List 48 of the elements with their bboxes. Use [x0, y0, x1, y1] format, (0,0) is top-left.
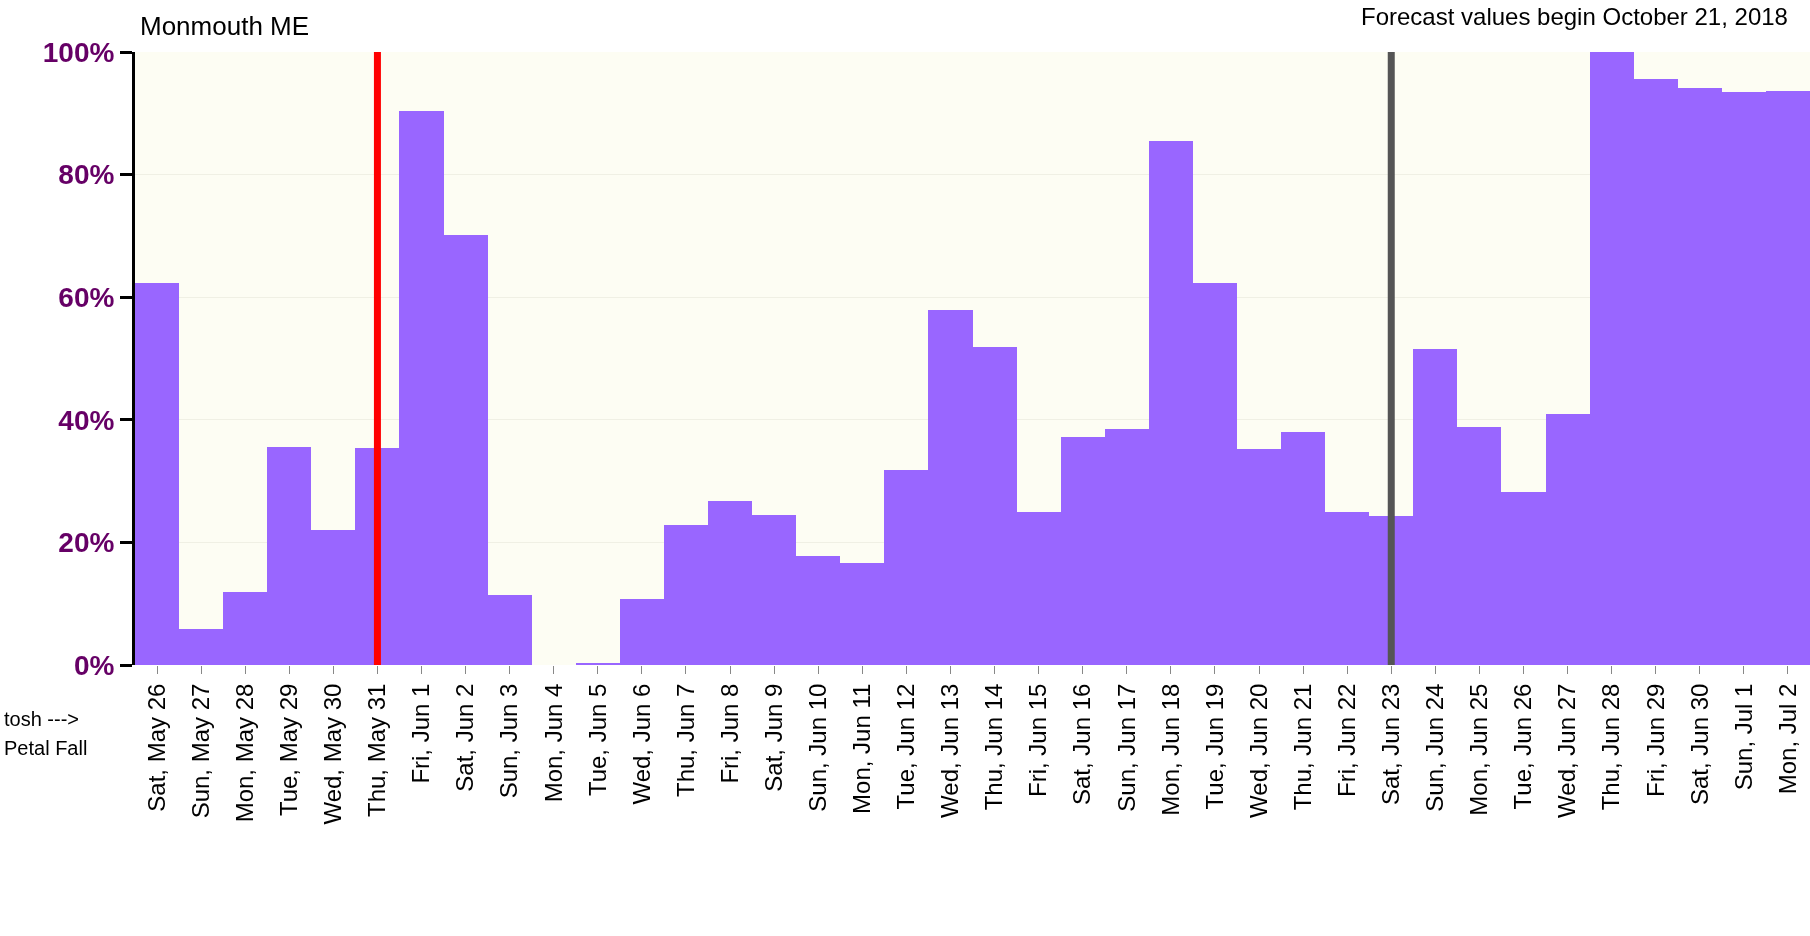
x-tick-label: Fri, Jun 15 — [1024, 683, 1052, 797]
x-tick-label: Thu, Jun 28 — [1597, 683, 1625, 811]
x-tick-label: Thu, Jun 14 — [980, 683, 1008, 811]
x-tick-label: Thu, May 31 — [363, 683, 391, 818]
x-tick-label: Wed, Jun 6 — [627, 683, 655, 805]
x-tick-label: Sat, Jun 30 — [1685, 683, 1713, 806]
y-tick-label: 20% — [58, 527, 115, 559]
y-tick-label: 80% — [58, 159, 115, 191]
text: Petal Fall — [4, 737, 88, 759]
chart-title: Monmouth ME — [140, 11, 310, 42]
x-tick-label: Wed, Jun 20 — [1244, 683, 1272, 818]
x-tick-label: Sat, Jun 16 — [1068, 683, 1096, 806]
x-tick-label: Wed, May 30 — [319, 683, 347, 825]
x-tick-label: Sun, Jun 3 — [495, 683, 523, 799]
x-tick-label: Tue, May 29 — [275, 683, 303, 817]
x-tick-label: Sun, May 27 — [186, 683, 214, 819]
x-tick-label: Sat, Jun 23 — [1377, 683, 1405, 806]
x-tick-label: Tue, Jun 26 — [1509, 683, 1537, 810]
x-tick-label: Thu, Jun 21 — [1288, 683, 1316, 811]
x-tick-label: Fri, Jun 1 — [407, 683, 435, 784]
x-tick-label: Sat, Jun 9 — [759, 683, 787, 792]
x-tick-label: Mon, Jul 2 — [1773, 683, 1801, 795]
x-tick-label: Thu, Jun 7 — [671, 683, 699, 798]
x-tick-label: Sat, May 26 — [142, 683, 170, 812]
y-tick-label: 60% — [58, 282, 115, 313]
x-tick-label: Tue, Jun 5 — [583, 683, 611, 797]
text: tosh ---> — [4, 708, 80, 730]
x-tick-label: Mon, Jun 11 — [848, 683, 876, 814]
y-tick-label: 100% — [42, 36, 115, 68]
x-tick-label: Wed, Jun 13 — [936, 683, 964, 818]
x-tick-label: Fri, Jun 22 — [1332, 683, 1360, 797]
x-tick-label: Fri, Jun 29 — [1641, 683, 1669, 797]
x-tick-label: Mon, Jun 4 — [539, 683, 567, 803]
y-tick-label: 40% — [58, 404, 115, 436]
x-tick-label: Sun, Jun 17 — [1112, 683, 1140, 812]
x-tick-label: Sun, Jun 24 — [1421, 683, 1449, 812]
x-tick-label: Mon, Jun 18 — [1156, 683, 1184, 816]
x-tick-label: Sun, Jul 1 — [1729, 683, 1757, 791]
y-tick-label: 0% — [73, 649, 115, 681]
x-tick-label: Mon, Jun 25 — [1465, 683, 1493, 816]
x-tick-label: Fri, Jun 8 — [715, 683, 743, 784]
x-tick-label: Tue, Jun 19 — [1200, 683, 1228, 810]
text: Forecast values begin October 21, 2018 — [1361, 3, 1788, 30]
x-tick-label: Wed, Jun 27 — [1553, 683, 1581, 818]
x-tick-label: Tue, Jun 12 — [892, 683, 920, 810]
x-tick-label: Sat, Jun 2 — [451, 683, 479, 792]
x-tick-label: Mon, May 28 — [231, 683, 258, 823]
x-tick-label: Sun, Jun 10 — [804, 683, 832, 812]
